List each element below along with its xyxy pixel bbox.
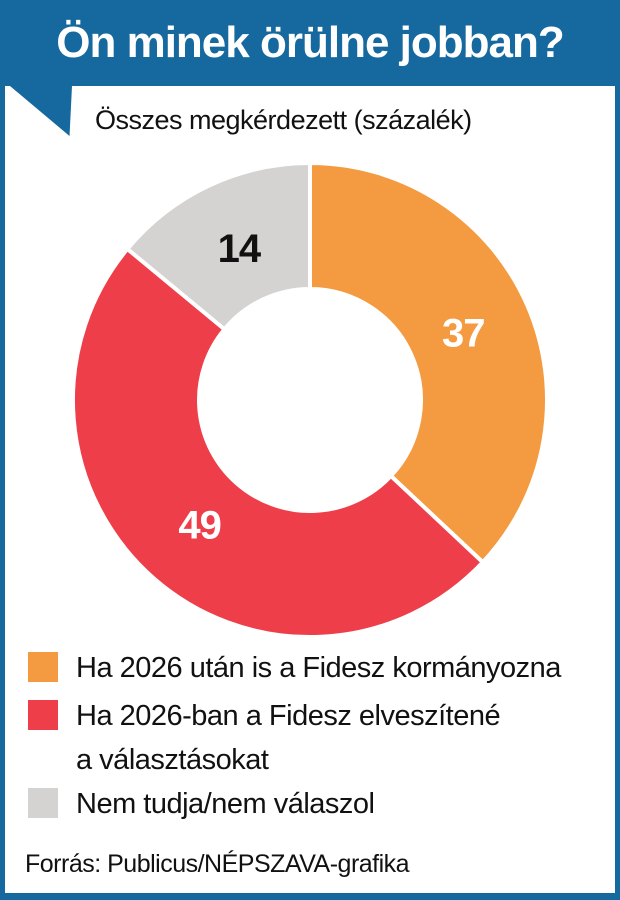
donut-slice — [125, 161, 312, 332]
header-band: Ön minek örülne jobban? — [0, 0, 620, 86]
donut-slice — [70, 246, 485, 640]
chart-subtitle: Összes megkérdezett (százalék) — [95, 105, 472, 135]
slice-value-label: 14 — [218, 227, 262, 271]
legend-label-line1: Ha 2026-ban a Fidesz elveszítené — [76, 700, 501, 732]
donut-slice — [308, 161, 550, 565]
legend-swatch-orange — [28, 652, 58, 682]
speech-bubble-tail-icon — [10, 86, 72, 136]
legend-swatch-red — [28, 700, 58, 730]
legend-item-dont-know: Nem tudja/nem válaszol — [28, 782, 375, 826]
legend-item-fidesz-stays: Ha 2026 után is a Fidesz kormányozna — [28, 646, 561, 690]
slice-value-label: 49 — [178, 503, 221, 547]
legend-item-fidesz-loses: Ha 2026-ban a Fidesz elveszítené a válas… — [28, 694, 501, 782]
donut-chart: 37 49 14 — [70, 161, 550, 640]
slice-value-label: 37 — [442, 312, 485, 356]
legend-label-line2: a választásokat — [76, 744, 269, 776]
legend-label: Nem tudja/nem válaszol — [76, 788, 375, 820]
source-credit: Forrás: Publicus/NÉPSZAVA-grafika — [25, 850, 410, 878]
page-title: Ön minek örülne jobban? — [56, 18, 564, 67]
legend-label: Ha 2026 után is a Fidesz kormányozna — [76, 652, 561, 684]
legend-swatch-gray — [28, 788, 58, 818]
